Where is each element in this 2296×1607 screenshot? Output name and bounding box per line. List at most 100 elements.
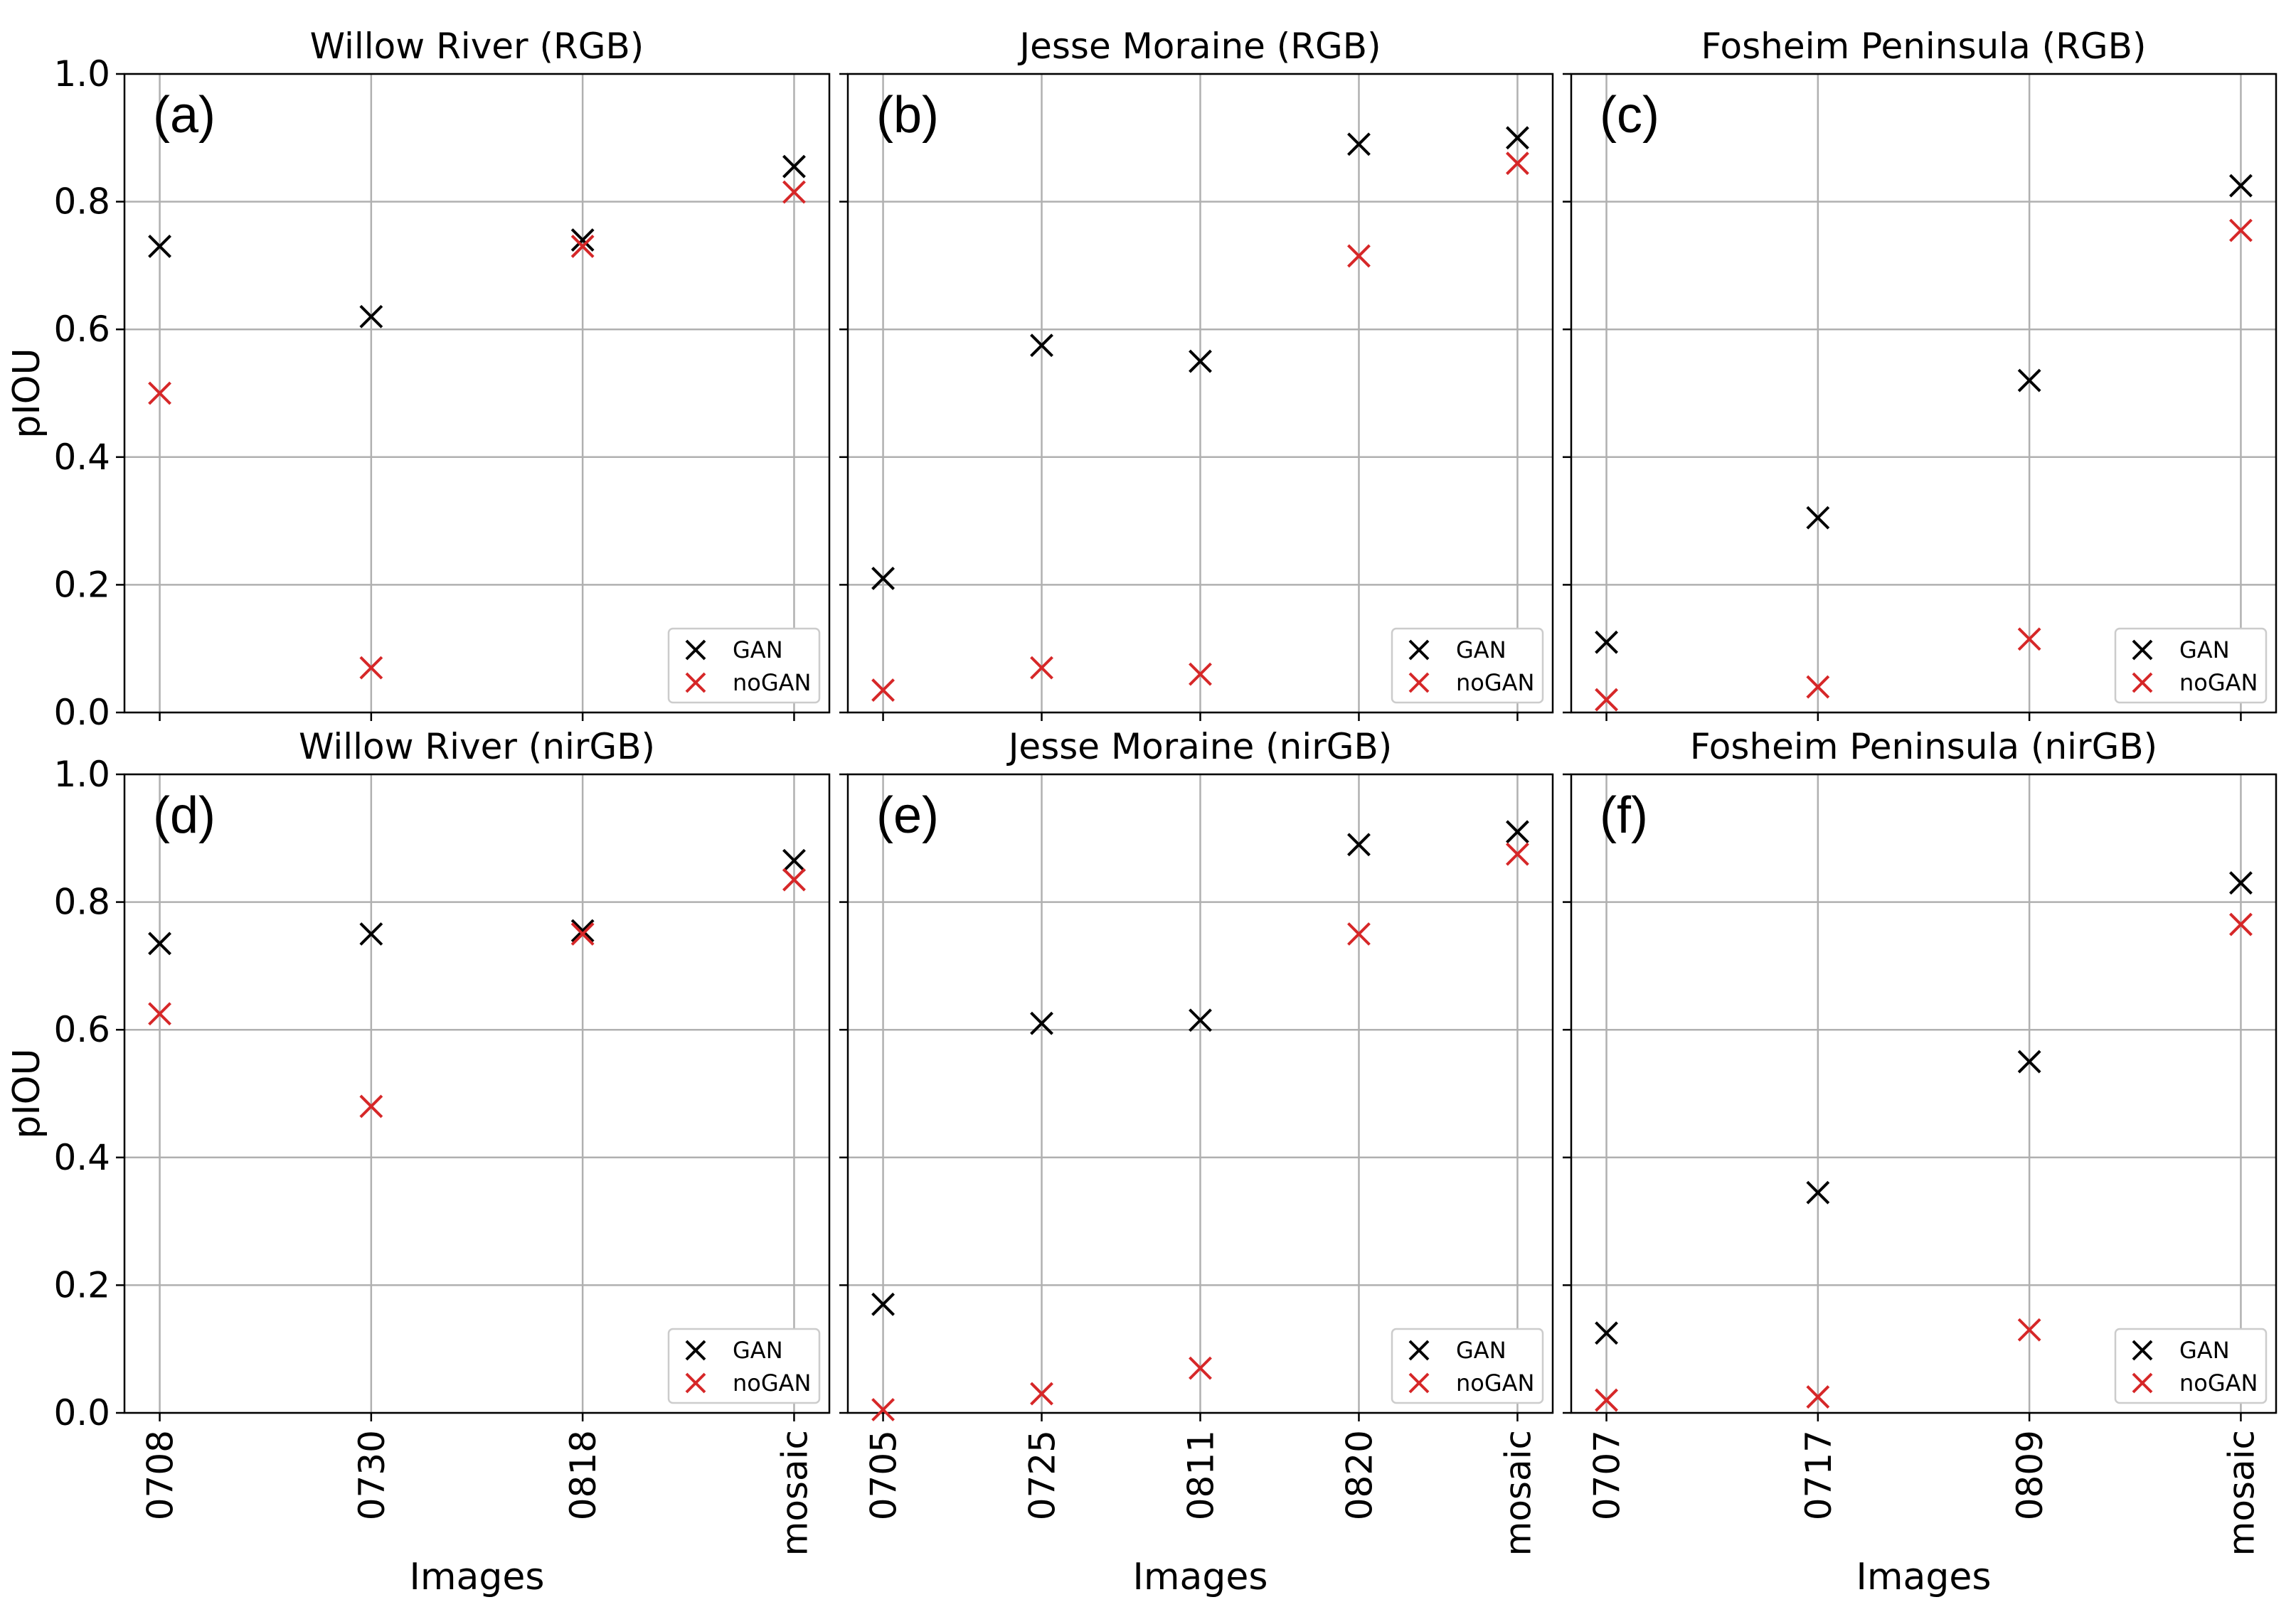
x-tick-label: mosaic xyxy=(1497,1430,1538,1556)
x-tick-label: mosaic xyxy=(774,1430,815,1556)
point-gan-mosaic xyxy=(2229,871,2253,895)
legend-marker xyxy=(2132,1372,2153,1394)
marker-stroke xyxy=(782,867,806,892)
point-gan-0730 xyxy=(359,304,383,329)
legend-frame xyxy=(2114,627,2268,704)
marker-stroke xyxy=(2017,1050,2041,1074)
legend-marker xyxy=(1408,639,1430,661)
legend-label-nogan: noGAN xyxy=(733,1370,811,1397)
point-gan-0725 xyxy=(1030,333,1053,358)
marker-stroke xyxy=(148,381,171,405)
marker-stroke xyxy=(2229,218,2253,242)
panel-a: 0.0 0.2 0.4 0.6 0.8 1.0 Willow River (RGB) (a) p… xyxy=(6,26,831,733)
marker-stroke xyxy=(1595,1321,1618,1345)
marker-stroke xyxy=(2017,627,2041,651)
x-axis-label: Images xyxy=(1133,1556,1268,1598)
marker-stroke xyxy=(1030,656,1053,680)
legend-label-nogan: noGAN xyxy=(733,669,811,696)
point-gan-mosaic xyxy=(1506,126,1529,150)
legend-label-nogan: noGAN xyxy=(2179,1370,2258,1397)
point-gan-0811 xyxy=(1189,349,1212,373)
marker-stroke xyxy=(1595,1388,1618,1412)
legend-marker xyxy=(685,1372,706,1394)
axes-frame xyxy=(123,73,831,714)
point-nogan-0730 xyxy=(359,1094,383,1119)
marker-stroke xyxy=(1189,1356,1212,1380)
point-gan-0707 xyxy=(1595,630,1618,654)
legend-label-nogan: noGAN xyxy=(1456,1370,1534,1397)
point-gan-0708 xyxy=(148,235,171,258)
marker-stroke xyxy=(1506,820,1529,844)
legend-marker xyxy=(2132,1340,2153,1361)
legend-label-gan: GAN xyxy=(733,636,783,663)
point-gan-mosaic xyxy=(1506,820,1529,844)
y-tick-label: 0.0 xyxy=(53,1392,110,1434)
point-gan-0705 xyxy=(871,567,895,590)
legend-marker xyxy=(685,1340,706,1361)
marker-stroke xyxy=(871,1292,895,1316)
panel-label: (c) xyxy=(1600,87,1659,144)
point-gan-0717 xyxy=(1806,1180,1830,1205)
point-nogan-0809 xyxy=(2017,627,2041,651)
point-nogan-0818 xyxy=(570,235,595,258)
panel-label: (b) xyxy=(876,87,939,144)
marker-stroke xyxy=(871,678,895,702)
x-tick-label: 0705 xyxy=(863,1430,905,1520)
legend: GAN noGAN xyxy=(1391,627,1544,704)
axes-frame xyxy=(1570,73,2278,714)
marker-stroke xyxy=(1806,1385,1830,1409)
marker-stroke xyxy=(148,931,171,956)
legend-frame xyxy=(1391,1328,1544,1404)
point-gan-0820 xyxy=(1347,132,1371,156)
marker-stroke xyxy=(1189,662,1212,686)
legend: GAN noGAN xyxy=(2114,1328,2268,1404)
panel-label: (a) xyxy=(153,87,216,144)
point-nogan-0811 xyxy=(1189,1356,1212,1380)
legend-marker xyxy=(2132,639,2153,661)
panel-title: Willow River (nirGB) xyxy=(299,726,655,767)
point-gan-0809 xyxy=(2017,1050,2041,1074)
marker-stroke xyxy=(1806,1180,1830,1205)
point-nogan-0818 xyxy=(570,922,595,946)
panel-c: Fosheim Peninsula (RGB) (c) GAN noGAN xyxy=(1563,26,2278,721)
legend-marker xyxy=(2132,672,2153,693)
legend: GAN noGAN xyxy=(2114,627,2268,704)
point-nogan-0705 xyxy=(871,678,895,702)
x-tick-label: 0730 xyxy=(351,1430,393,1520)
marker-stroke xyxy=(359,1094,383,1119)
y-tick-label: 0.2 xyxy=(53,564,110,605)
point-gan-0725 xyxy=(1030,1011,1053,1035)
legend: GAN noGAN xyxy=(667,627,821,704)
y-tick-label: 0.0 xyxy=(53,692,110,733)
marker-stroke xyxy=(1189,1008,1212,1032)
marker-stroke xyxy=(1506,842,1529,866)
marker-stroke xyxy=(2229,173,2253,198)
legend-frame xyxy=(2114,1328,2268,1404)
point-nogan-mosaic xyxy=(2229,218,2253,242)
marker-stroke xyxy=(1595,688,1618,712)
marker-stroke xyxy=(359,656,383,680)
legend-label-gan: GAN xyxy=(1456,636,1506,663)
marker-stroke xyxy=(2017,1318,2041,1342)
y-tick-label: 0.8 xyxy=(53,882,110,923)
legend-frame xyxy=(1391,627,1544,704)
y-tick-label: 0.8 xyxy=(53,181,110,223)
marker-stroke xyxy=(871,1398,895,1421)
marker-stroke xyxy=(2017,368,2041,393)
panel-e: 0705 0725 0811 0820 mosaic Jesse Moraine (nir… xyxy=(839,726,1554,1598)
panel-title: Fosheim Peninsula (nirGB) xyxy=(1690,726,2157,767)
point-nogan-0811 xyxy=(1189,662,1212,686)
point-gan-0730 xyxy=(359,922,383,946)
point-nogan-0725 xyxy=(1030,656,1053,680)
x-tick-label: 0717 xyxy=(1798,1430,1839,1520)
panel-title: Jesse Moraine (RGB) xyxy=(1017,26,1381,67)
marker-stroke xyxy=(871,567,895,590)
panel-label: (e) xyxy=(876,787,939,844)
x-tick-label: 0725 xyxy=(1022,1430,1063,1520)
y-tick-label: 0.2 xyxy=(53,1264,110,1306)
legend-label-gan: GAN xyxy=(2179,636,2230,663)
point-gan-0708 xyxy=(148,931,171,956)
marker-stroke xyxy=(1189,349,1212,373)
marker-stroke xyxy=(570,228,595,252)
y-tick-label: 1.0 xyxy=(53,754,110,795)
